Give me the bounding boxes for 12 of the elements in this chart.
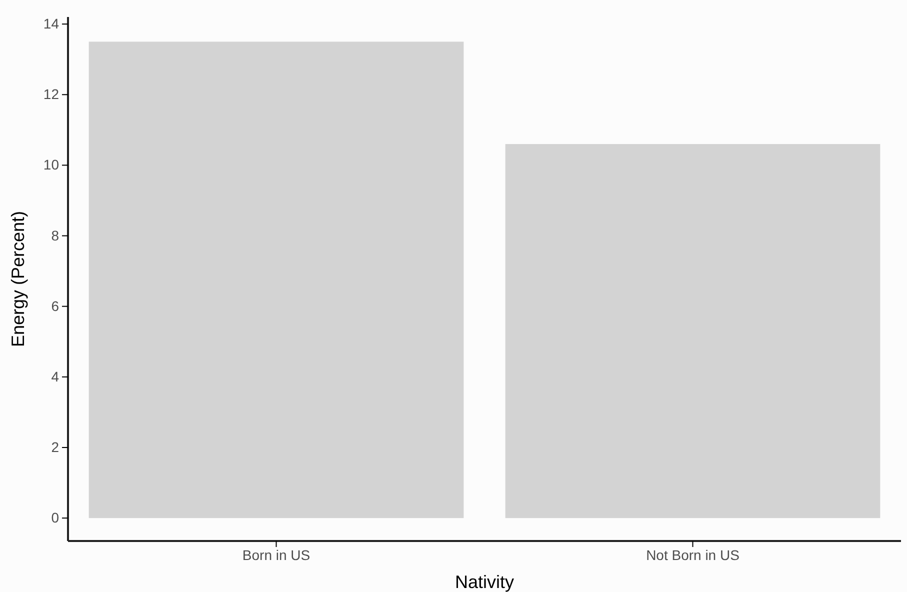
y-tick-label: 0 (51, 510, 60, 526)
y-tick-label: 6 (51, 298, 60, 314)
x-axis-title: Nativity (454, 572, 514, 592)
x-tick-label: Born in US (242, 546, 310, 563)
y-tick-label: 8 (51, 227, 60, 244)
y-tick-label: 2 (51, 438, 60, 455)
y-tick-label: 10 (43, 156, 60, 173)
y-tick-label: 14 (43, 16, 60, 32)
y-tick-label: 12 (43, 86, 60, 102)
y-tick-label: 4 (51, 368, 60, 384)
y-axis-title: Energy (Percent) (8, 210, 28, 348)
x-tick-label: Not Born in US (646, 546, 740, 563)
